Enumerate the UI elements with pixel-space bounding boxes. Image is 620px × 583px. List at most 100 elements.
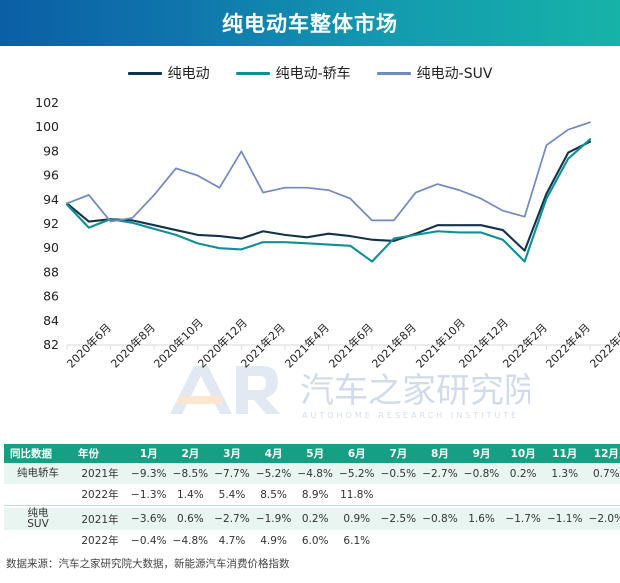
series-line-2 <box>66 121 591 223</box>
table-cell: 5.4% <box>211 484 253 506</box>
legend-item-2[interactable]: 纯电动-SUV <box>376 63 493 83</box>
chart-legend: 纯电动 纯电动-轿车 纯电动-SUV <box>0 60 620 86</box>
table-cell: 0.2% <box>502 463 544 484</box>
x-axis-labels: 2020年6月 2020年8月 2020年10月 2020年12月 2021年2月 202… <box>0 316 620 435</box>
table-cell <box>377 530 420 551</box>
table-row-label <box>4 484 72 506</box>
table-row: 2022年 −1.3% 1.4% 5.4% 8.5% 8.9% 11.8% <box>4 484 620 506</box>
y-axis-tick-label: 84 <box>43 313 59 328</box>
y-axis-tick-label: 88 <box>43 264 59 279</box>
yoy-data-table: 同比数据 年份 1月 2月 3月 4月 5月 6月 7月 8月 9月 10月 11月 12月 纯电轿车 20… <box>4 444 620 551</box>
table-cell: −4.8% <box>169 530 212 551</box>
line-chart: 82 84 86 88 90 92 94 96 98 100 102 汽车之家研究院 AUTOHOM… <box>0 90 620 420</box>
table-cell: −0.4% <box>128 530 170 551</box>
table-row-year: 2022年 <box>72 484 128 506</box>
table-column-header: 11月 <box>543 444 586 463</box>
table-column-header: 1月 <box>128 444 170 463</box>
table-column-header: 9月 <box>460 444 503 463</box>
table-cell: −1.1% <box>543 508 586 530</box>
table-cell: 6.0% <box>294 530 336 551</box>
table-cell: −2.5% <box>377 508 420 530</box>
legend-swatch-icon <box>127 71 162 75</box>
page-title: 纯电动车整体市场 <box>222 12 398 36</box>
y-axis-tick-label: 90 <box>43 240 59 255</box>
table-column-header: 10月 <box>502 444 544 463</box>
table-cell: −2.7% <box>211 508 253 530</box>
table-cell <box>377 484 420 506</box>
series-line-1 <box>65 138 592 263</box>
table-row: 纯电 SUV 2021年 −3.6% 0.6% −2.7% −1.9% 0.2% 0.9% −2.… <box>4 508 620 530</box>
table-column-header: 8月 <box>419 444 461 463</box>
table-cell <box>585 530 620 551</box>
table-cell: −0.5% <box>377 463 420 484</box>
table-cell: −1.9% <box>252 508 295 530</box>
table-column-header: 同比数据 <box>4 444 72 463</box>
table-cell: 1.4% <box>169 484 212 506</box>
table-cell: −2.7% <box>419 463 461 484</box>
table-cell: −0.8% <box>419 508 461 530</box>
legend-label: 纯电动 <box>167 66 210 82</box>
table-row-label: 纯电轿车 <box>4 463 72 484</box>
table-cell: −8.5% <box>169 463 212 484</box>
legend-swatch-icon <box>235 71 270 75</box>
table-cell <box>419 484 461 506</box>
table-cell: 8.9% <box>294 484 336 506</box>
table-cell: −4.8% <box>294 463 336 484</box>
table-cell: 4.9% <box>252 530 295 551</box>
table-cell <box>585 484 620 506</box>
legend-label: 纯电动-轿车 <box>275 66 351 82</box>
table-cell: −1.7% <box>502 508 544 530</box>
table-column-header: 12月 <box>585 444 620 463</box>
table-row: 2022年 −0.4% −4.8% 4.7% 4.9% 6.0% 6.1% <box>4 530 620 551</box>
table-cell <box>502 484 544 506</box>
table-cell: 6.1% <box>335 530 378 551</box>
table-cell: −2.0% <box>585 508 620 530</box>
y-axis-tick-label: 102 <box>35 95 59 110</box>
table-cell: −1.3% <box>128 484 170 506</box>
chart-header-bar: 纯电动车整体市场 <box>0 0 620 46</box>
table-group-separator <box>4 505 620 508</box>
table-row: 纯电轿车 2021年 −9.3% −8.5% −7.7% −5.2% −4.8% −5.2% −… <box>4 463 620 484</box>
table-column-header: 7月 <box>377 444 420 463</box>
legend-label: 纯电动-SUV <box>416 66 493 82</box>
table-column-header: 4月 <box>252 444 295 463</box>
legend-item-1[interactable]: 纯电动-轿车 <box>235 63 351 83</box>
table-cell: 1.3% <box>543 463 586 484</box>
legend-swatch-icon <box>376 71 411 75</box>
table-cell: 11.8% <box>335 484 378 506</box>
table-cell: −7.7% <box>211 463 253 484</box>
table-row-year: 2021年 <box>72 463 128 484</box>
table-cell: 0.9% <box>335 508 378 530</box>
table-header-row: 同比数据 年份 1月 2月 3月 4月 5月 6月 7月 8月 9月 10月 11月 12月 <box>4 444 620 463</box>
table-cell <box>460 484 503 506</box>
table-cell: −0.8% <box>460 463 503 484</box>
table-separator-cell <box>4 505 620 508</box>
table-cell: −9.3% <box>128 463 170 484</box>
table-cell <box>543 484 586 506</box>
table-cell: 0.6% <box>169 508 212 530</box>
legend-item-0[interactable]: 纯电动 <box>127 63 210 83</box>
y-axis-tick-label: 98 <box>43 143 59 158</box>
table-cell: −5.2% <box>335 463 378 484</box>
table-column-header: 3月 <box>211 444 253 463</box>
table-cell <box>543 530 586 551</box>
y-axis-tick-label: 96 <box>43 168 59 183</box>
table-cell: 1.6% <box>460 508 503 530</box>
y-axis-tick-label: 92 <box>43 216 59 231</box>
table-row-year: 2022年 <box>72 530 128 551</box>
y-axis-tick-label: 94 <box>43 192 59 207</box>
table-column-header: 2月 <box>169 444 212 463</box>
table-row-label <box>4 530 72 551</box>
y-axis-tick-label: 100 <box>35 119 59 134</box>
y-axis-tick-label: 86 <box>43 289 59 304</box>
table-cell <box>502 530 544 551</box>
table-cell: 0.2% <box>294 508 336 530</box>
series-line-0 <box>65 140 592 252</box>
table-cell: 4.7% <box>211 530 253 551</box>
table-cell: 8.5% <box>252 484 295 506</box>
table-row-year: 2021年 <box>72 508 128 530</box>
table-cell: −5.2% <box>252 463 295 484</box>
table-row-label: 纯电 SUV <box>4 508 72 530</box>
table-cell <box>419 530 461 551</box>
source-note: 数据来源：汽车之家研究院大数据，新能源汽车消费价格指数 <box>6 558 290 570</box>
